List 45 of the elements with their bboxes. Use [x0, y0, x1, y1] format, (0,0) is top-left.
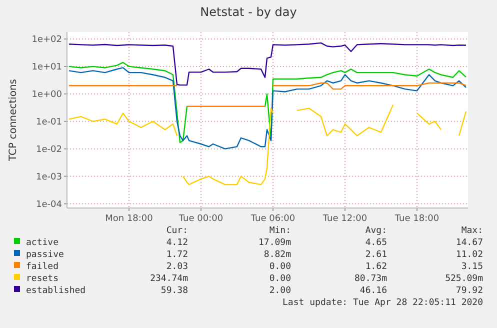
text: 3.15 [461, 262, 483, 272]
legend-label: resets [26, 274, 59, 284]
x-tick-label: Mon 18:00 [105, 214, 154, 224]
text: 8.82m [264, 250, 291, 260]
text: 2.00 [269, 286, 291, 296]
text: 525.09m [445, 274, 483, 284]
text: 234.74m [150, 274, 188, 284]
text: 0.00 [269, 274, 291, 284]
text: 17.09m [258, 238, 291, 248]
line-series [68, 42, 467, 86]
x-tick-label: Tue 06:00 [250, 214, 296, 224]
x-tick-label: Tue 18:00 [394, 214, 440, 224]
text: Cur: [166, 226, 188, 236]
y-tick-label: 1e+01 [32, 62, 62, 73]
text: 79.92 [456, 286, 483, 296]
text: 1.72 [166, 250, 188, 260]
text: Max: [461, 226, 483, 236]
y-tick-label: 1e+02 [32, 35, 62, 46]
text: Last update: Tue Apr 28 22:05:11 2020 [282, 298, 483, 308]
text: 4.65 [365, 238, 387, 248]
y-tick-label: 1e-01 [36, 118, 62, 128]
text: 2.03 [166, 262, 188, 272]
text: 1.62 [365, 262, 387, 272]
legend-label: established [26, 286, 86, 296]
legend-label: passive [26, 250, 64, 260]
y-tick-label: 1e-03 [36, 172, 62, 182]
text: 46.16 [360, 286, 387, 296]
y-axis-title: TCP connections [8, 78, 19, 162]
text: 11.02 [456, 250, 483, 260]
y-tick-label: 1e+00 [32, 90, 62, 100]
text: 80.73m [354, 274, 387, 284]
legend-label: failed [26, 262, 59, 272]
text: 59.38 [160, 286, 188, 296]
legend-label: active [26, 238, 59, 248]
text: 2.61 [365, 250, 387, 260]
y-tick-label: 1e-04 [36, 200, 62, 210]
text: Min: [269, 226, 291, 236]
chart-title: Netstat - by day [200, 5, 297, 19]
x-tick-label: Tue 12:00 [322, 214, 368, 224]
text: 14.67 [456, 238, 483, 248]
text: Avg: [365, 226, 387, 236]
y-tick-label: 1e-02 [36, 144, 62, 155]
text: 4.12 [166, 238, 188, 248]
x-tick-label: Tue 00:00 [178, 214, 224, 224]
text: 0.00 [269, 262, 291, 272]
